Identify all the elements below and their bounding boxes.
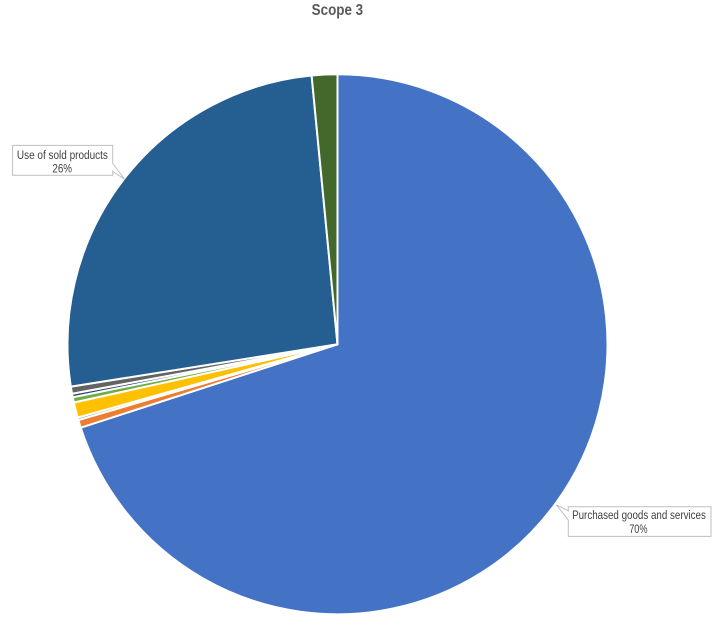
svg-text:Purchased goods and services: Purchased goods and services (572, 508, 706, 522)
svg-text:26%: 26% (52, 161, 72, 175)
svg-text:Use of sold products: Use of sold products (17, 148, 108, 162)
svg-text:Scope 3: Scope 3 (312, 2, 364, 19)
svg-text:70%: 70% (629, 522, 648, 536)
